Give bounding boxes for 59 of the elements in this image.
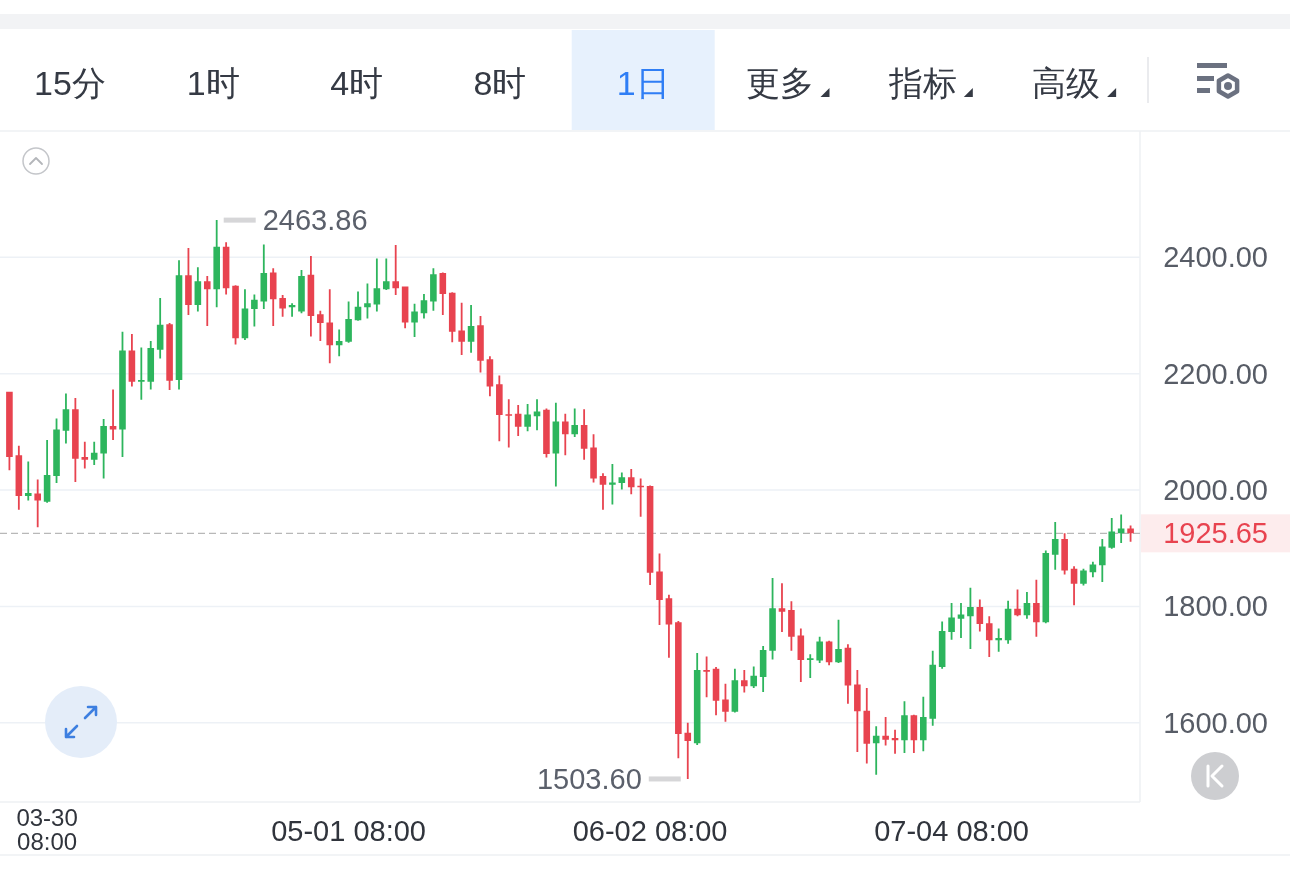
candlestick [985, 616, 993, 658]
candlestick [891, 729, 899, 754]
y-tick-label: 2000.00 [1163, 474, 1268, 507]
candlestick [533, 399, 541, 431]
candlestick [561, 413, 569, 456]
candlestick [1108, 518, 1116, 549]
candlestick [882, 717, 889, 746]
candlestick [957, 602, 965, 638]
text: 1日 [616, 64, 670, 102]
candlestick [326, 289, 334, 364]
text: 更多 [745, 64, 814, 102]
candlestick [854, 669, 861, 752]
candlestick [637, 478, 644, 517]
ref-line-label: 1925.65 [1163, 517, 1268, 550]
text: 指标 [887, 64, 957, 102]
candlestick [995, 628, 1002, 652]
candlestick [138, 347, 145, 400]
y-tick-label: 1800.00 [1163, 590, 1268, 623]
candlestick [90, 441, 98, 466]
candlestick [1051, 522, 1059, 570]
candlestick [382, 258, 390, 290]
annotation: 2463.86 [262, 204, 368, 237]
candlestick [505, 399, 513, 448]
candlestick [24, 461, 32, 501]
annotation: 1503.60 [536, 762, 642, 795]
candlestick [203, 275, 211, 326]
x-tick-label: 03-30 08:00 [10, 804, 78, 855]
x-tick-label: 06-02 08:00 [572, 815, 728, 847]
candlestick [109, 389, 117, 441]
y-tick-label: 2200.00 [1163, 357, 1268, 390]
x-tick-label: 07-04 08:00 [874, 815, 1029, 847]
candlestick [251, 294, 258, 327]
x-tick-label: 05-01 08:00 [271, 815, 426, 847]
candlestick [1117, 514, 1125, 544]
candlestick [288, 303, 296, 317]
text: 4时 [330, 64, 384, 102]
candlestick [34, 479, 41, 528]
candlestick [279, 295, 286, 317]
y-tick-label: 2400.00 [1163, 241, 1268, 274]
candlestick [741, 669, 748, 693]
candlestick [778, 583, 786, 633]
candlestick [872, 726, 880, 775]
candlestick [335, 329, 343, 357]
text: 15分 [34, 64, 106, 102]
candlestick [81, 441, 89, 469]
candlestick [1033, 579, 1040, 637]
text: 1时 [186, 64, 240, 102]
candlestick [806, 654, 814, 679]
candlestick [458, 302, 465, 356]
candlestick [269, 268, 277, 326]
candlestick [627, 469, 635, 495]
candlestick [684, 722, 692, 779]
text: 高级 [1032, 64, 1101, 102]
candlestick [524, 403, 531, 432]
candlestick [703, 656, 710, 698]
candlestick [317, 310, 324, 342]
text: 8时 [473, 64, 527, 102]
candlestick [392, 245, 399, 296]
y-tick-label: 1600.00 [1163, 706, 1268, 739]
